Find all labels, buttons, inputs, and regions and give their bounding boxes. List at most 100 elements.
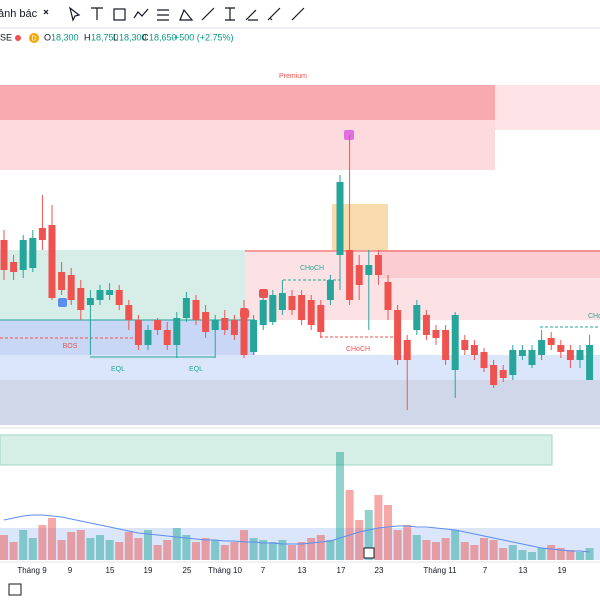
annotation: CHoCH (346, 346, 370, 353)
candle-body (461, 340, 469, 350)
volume-bar (297, 542, 306, 560)
volume-bar (422, 540, 431, 560)
volume-bar (28, 538, 37, 560)
x-tick-label: 7 (261, 566, 266, 575)
low-value: 18,300 (119, 32, 147, 42)
volume-bar (134, 538, 143, 560)
candle-body (96, 290, 104, 300)
volume-zone (0, 434, 553, 466)
volume-bar (451, 530, 460, 560)
volume-bar (19, 530, 28, 560)
volume-bar (326, 540, 335, 560)
volume-bar (76, 530, 85, 560)
candle-body (403, 340, 411, 360)
x-tick-label: Tháng 10 (208, 566, 242, 575)
x-tick-label: 15 (106, 566, 115, 575)
tool-cursor[interactable] (68, 6, 81, 22)
volume-bar (480, 538, 488, 560)
candle-body (278, 293, 286, 310)
volume-bar (153, 545, 162, 560)
tool-text[interactable] (91, 7, 103, 20)
candle-body (182, 298, 190, 318)
candle-body (173, 318, 181, 345)
volume-bar (508, 545, 517, 560)
candle-body (509, 350, 517, 375)
volume-bar (230, 542, 239, 560)
volume-bar (288, 545, 296, 560)
x-tick-label: 25 (183, 566, 192, 575)
volume-bar (96, 535, 104, 560)
volume-bar (48, 518, 56, 560)
candle-body (365, 265, 373, 275)
toolbar: ảnh bác (0, 6, 600, 29)
x-tick-label: 23 (375, 566, 384, 575)
x-tick-label: 13 (298, 566, 307, 575)
high-label: H (84, 32, 91, 42)
event-marker[interactable] (363, 547, 375, 559)
volume-bar (393, 530, 402, 560)
volume-bar (124, 532, 133, 560)
premium-zone-ext (495, 85, 600, 130)
marker (344, 130, 354, 140)
candle-body (470, 345, 478, 355)
legend: SE D O 18,300 H 18,750 L 18,300 C 18,650… (0, 32, 234, 43)
annotation: EQL (111, 366, 125, 373)
volume-bar (364, 510, 373, 560)
open-label: O (44, 32, 51, 42)
supply-zone-strong (380, 250, 600, 278)
candle-body (288, 296, 296, 310)
volume-bar (566, 550, 575, 560)
volume-bar (38, 525, 47, 560)
volume-bar (336, 452, 344, 560)
candle-body (221, 318, 229, 330)
x-tick-label: 7 (483, 566, 488, 575)
tool-cross[interactable] (43, 9, 49, 15)
volume-bar (57, 540, 66, 560)
tool-line[interactable] (201, 7, 215, 21)
tool-brush[interactable] (245, 9, 258, 21)
candle-body (326, 280, 334, 300)
tool-pattern[interactable] (179, 8, 194, 21)
volume-bar (278, 540, 287, 560)
volume-bar (307, 538, 316, 560)
volume-bar (249, 538, 258, 560)
open-value: 18,300 (51, 32, 79, 42)
candle-body (230, 320, 238, 335)
tool-ruler[interactable] (267, 7, 281, 21)
premium-zone-strong (0, 85, 495, 120)
volume-bar (576, 552, 584, 560)
tool-rect[interactable] (113, 8, 126, 21)
marker (259, 289, 268, 298)
discount-zone-strong (0, 380, 600, 425)
x-tick-label: 19 (558, 566, 567, 575)
annotation: Premium (279, 73, 307, 80)
volume-bar (172, 528, 181, 560)
tool-fib[interactable] (157, 9, 169, 21)
change-value: +500 (+2.75%) (174, 32, 234, 42)
candle-body (547, 338, 555, 345)
volume-bar (537, 548, 546, 560)
candle-body (317, 305, 325, 332)
candle-body (442, 330, 450, 360)
demand-zone (0, 250, 245, 320)
candle-body (307, 300, 315, 325)
high-value: 18,750 (91, 32, 119, 42)
close-label: C (142, 32, 149, 42)
candle-body (0, 240, 8, 270)
candle-body (163, 330, 171, 345)
layout-title[interactable]: ảnh bác (0, 8, 38, 20)
tool-measure[interactable] (225, 7, 235, 21)
candle-body (499, 370, 507, 378)
volume-bar (105, 540, 114, 560)
candle-body (557, 345, 565, 352)
candle-body (48, 225, 56, 298)
volume-bar (201, 538, 210, 560)
volume-bar (355, 520, 364, 560)
tool-path[interactable] (133, 8, 149, 19)
interval: D (31, 35, 36, 42)
tool-trend[interactable] (291, 7, 305, 21)
candle-body (480, 352, 488, 368)
annotation: CHoC (588, 313, 600, 320)
date-range-button[interactable] (8, 583, 22, 596)
volume-bar (0, 535, 8, 560)
